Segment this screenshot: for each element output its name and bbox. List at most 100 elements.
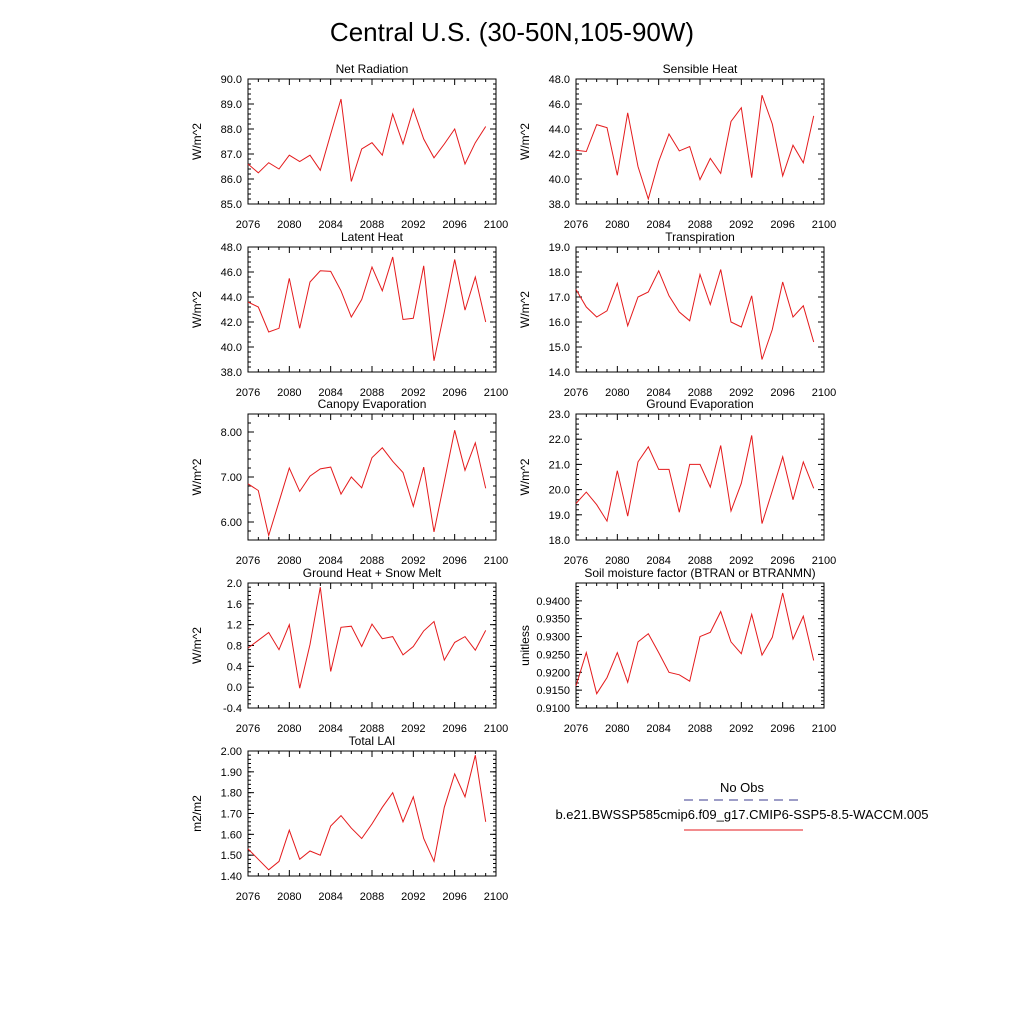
x-tick-label: 2076 (564, 555, 588, 567)
y-tick-label: 1.80 (221, 788, 242, 800)
x-tick-label: 2088 (688, 219, 712, 231)
y-axis-label: W/m^2 (518, 458, 532, 495)
plot-frame (575, 582, 825, 709)
y-tick-label: 88.0 (221, 124, 242, 136)
y-tick-label: 1.2 (227, 620, 242, 632)
plot-frame (575, 413, 825, 541)
y-tick-label: 0.9200 (536, 667, 570, 679)
x-tick-label: 2100 (812, 723, 836, 735)
x-tick-label: 2100 (484, 387, 508, 399)
panel-title: Ground Evaporation (646, 397, 753, 411)
x-tick-label: 2096 (770, 723, 794, 735)
x-tick-label: 2088 (360, 219, 384, 231)
panel-title: Sensible Heat (663, 62, 738, 76)
panel-title: Soil moisture factor (BTRAN or BTRANMN) (584, 566, 815, 580)
y-tick-label: 0.9300 (536, 632, 570, 644)
x-tick-label: 2084 (318, 891, 342, 903)
y-axis-label: W/m^2 (518, 291, 532, 328)
panel-7: Ground Heat + Snow Melt 2076 2080 2084 2088 2… (190, 566, 508, 735)
x-tick-label: 2096 (442, 555, 466, 567)
y-tick-label: 6.00 (221, 517, 242, 529)
x-tick-label: 2088 (360, 891, 384, 903)
y-tick-label: 0.0 (227, 682, 242, 694)
x-tick-label: 2080 (605, 723, 629, 735)
y-tick-label: 0.9150 (536, 685, 570, 697)
series-line (247, 98, 487, 182)
y-axis-label: unitless (518, 625, 532, 666)
y-tick-label: 87.0 (221, 149, 242, 161)
y-tick-label: 1.70 (221, 809, 242, 821)
x-tick-label: 2084 (646, 219, 670, 231)
y-tick-label: 1.6 (227, 599, 242, 611)
x-tick-label: 2088 (688, 555, 712, 567)
y-tick-label: 23.0 (549, 409, 570, 421)
x-tick-label: 2096 (442, 387, 466, 399)
x-tick-label: 2100 (484, 555, 508, 567)
y-tick-label: 1.40 (221, 871, 242, 883)
y-tick-label: 44.0 (549, 124, 570, 136)
y-axis-label: W/m^2 (190, 458, 204, 495)
x-tick-label: 2080 (277, 555, 301, 567)
y-tick-label: 0.9100 (536, 703, 570, 715)
x-tick-label: 2088 (360, 555, 384, 567)
x-tick-label: 2100 (484, 891, 508, 903)
x-tick-label: 2084 (646, 723, 670, 735)
x-tick-label: 2076 (564, 219, 588, 231)
panel-title: Net Radiation (336, 62, 409, 76)
x-tick-label: 2100 (484, 723, 508, 735)
y-tick-label: 0.9250 (536, 649, 570, 661)
y-tick-label: 14.0 (549, 367, 570, 379)
y-tick-label: 22.0 (549, 434, 570, 446)
y-tick-label: 85.0 (221, 199, 242, 211)
panel-title: Latent Heat (341, 230, 404, 244)
y-tick-label: 0.4 (227, 661, 242, 673)
y-axis-label: W/m^2 (190, 291, 204, 328)
x-tick-label: 2076 (564, 387, 588, 399)
series-line (575, 269, 815, 360)
x-tick-label: 2084 (318, 387, 342, 399)
plot-frame (247, 413, 497, 541)
x-tick-label: 2076 (236, 555, 260, 567)
plot-frame (575, 246, 825, 373)
y-axis-label: W/m^2 (518, 123, 532, 160)
panel-6: Ground Evaporation 2076 2080 2084 2088 2092 20… (518, 397, 836, 567)
plot-frame (247, 582, 497, 709)
x-tick-label: 2080 (277, 891, 301, 903)
y-tick-label: 19.0 (549, 510, 570, 522)
x-tick-label: 2080 (277, 219, 301, 231)
panels: Net Radiation 2076 2080 2084 2088 2092 2096 210… (190, 62, 836, 903)
y-tick-label: 1.50 (221, 850, 242, 862)
y-tick-label: 21.0 (549, 459, 570, 471)
y-tick-label: 48.0 (221, 242, 242, 254)
y-axis-label: m2/m2 (190, 795, 204, 832)
legend-obs-label: No Obs (720, 780, 765, 795)
series-line (247, 755, 487, 871)
y-tick-label: 46.0 (221, 267, 242, 279)
y-tick-label: 8.00 (221, 427, 242, 439)
panel-8: Soil moisture factor (BTRAN or BTRANMN) 2… (518, 566, 836, 735)
x-tick-label: 2076 (236, 891, 260, 903)
x-tick-label: 2092 (729, 555, 753, 567)
y-tick-label: 48.0 (549, 74, 570, 86)
x-tick-label: 2100 (812, 219, 836, 231)
panel-title: Total LAI (349, 734, 396, 748)
x-tick-label: 2100 (812, 555, 836, 567)
x-tick-label: 2080 (605, 219, 629, 231)
series-line (575, 435, 815, 524)
y-axis-label: W/m^2 (190, 123, 204, 160)
x-tick-label: 2088 (688, 387, 712, 399)
y-tick-label: 2.00 (221, 746, 242, 758)
y-tick-label: -0.4 (223, 703, 242, 715)
x-tick-label: 2100 (812, 387, 836, 399)
y-axis-label: W/m^2 (190, 627, 204, 664)
y-tick-label: 42.0 (549, 149, 570, 161)
y-tick-label: 2.0 (227, 578, 242, 590)
y-tick-label: 90.0 (221, 74, 242, 86)
y-tick-label: 19.0 (549, 242, 570, 254)
x-tick-label: 2096 (442, 723, 466, 735)
y-tick-label: 16.0 (549, 317, 570, 329)
y-tick-label: 1.90 (221, 767, 242, 779)
x-tick-label: 2092 (401, 219, 425, 231)
x-tick-label: 2096 (770, 387, 794, 399)
legend: No Obs b.e21.BWSSP585cmip6.f09_g17.CMIP6… (555, 780, 929, 831)
